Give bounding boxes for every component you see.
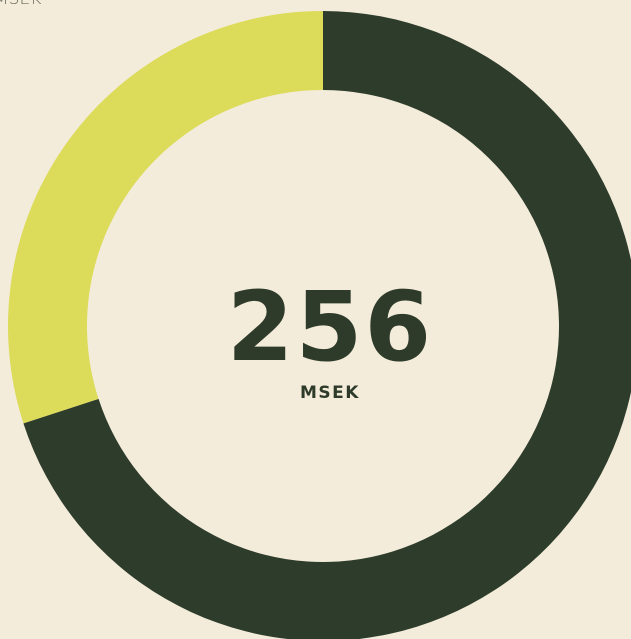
center-value: 256 [227,271,433,383]
donut-segment [7,11,324,424]
center-label: MSEK [300,383,360,403]
corner-label: MSEK [0,0,41,9]
ring [7,11,631,639]
